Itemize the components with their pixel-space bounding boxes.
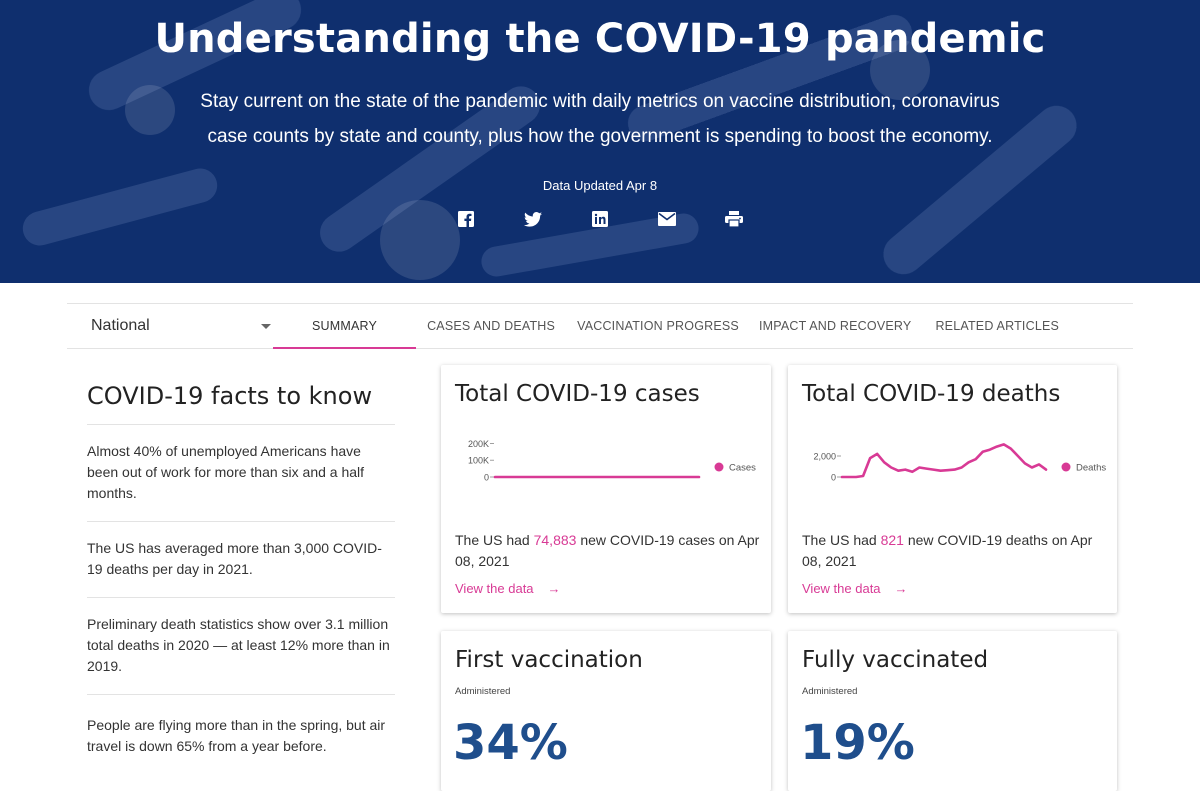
fully-vaccinated-value: 19% [800, 715, 915, 771]
hero-background-image [0, 0, 1200, 283]
deaths-series-line [840, 443, 1048, 479]
fully-vaccinated-title: Fully vaccinated [802, 647, 989, 673]
tab-cases-and-deaths[interactable]: CASES AND DEATHS [427, 319, 556, 333]
deaths-description: The US had 821 new COVID-19 deaths on Ap… [802, 532, 1093, 569]
share-bar [0, 208, 1200, 230]
cases-legend-swatch [714, 462, 724, 472]
cases-ytick-label: 200K [468, 439, 489, 449]
deaths-ytick-label: 2,000 [813, 452, 836, 462]
region-select-value: National [91, 317, 150, 334]
facts-title: COVID-19 facts to know [87, 370, 395, 425]
deaths-legend-swatch [1061, 462, 1071, 472]
fully-vaccinated-label: Administered [802, 686, 858, 697]
cases-new-value: 74,883 [533, 532, 577, 548]
cases-legend-label: Cases [729, 463, 756, 474]
deaths-card: Total COVID-19 deaths 2,000 0 Deaths The U… [788, 365, 1117, 613]
cases-view-data-link[interactable]: View the data → [455, 581, 561, 596]
deaths-new-value: 821 [880, 532, 904, 548]
first-vaccination-card: First vaccination Administered 34% [441, 631, 771, 791]
tab-related-articles[interactable]: RELATED ARTICLES [935, 319, 1060, 333]
deaths-view-data-link[interactable]: View the data → [802, 581, 908, 596]
section-nav: National SUMMARY CASES AND DEATHS VACCIN… [67, 303, 1133, 349]
cases-card-title: Total COVID-19 cases [455, 381, 700, 407]
arrow-right-icon: → [547, 581, 561, 596]
chevron-down-icon [261, 324, 271, 329]
linkedin-icon[interactable] [587, 208, 614, 230]
fact-item: People are flying more than in the sprin… [87, 717, 386, 754]
cases-chart: 200K 100K 0 Cases [468, 439, 756, 483]
first-vaccination-title: First vaccination [455, 647, 643, 673]
first-vaccination-label: Administered [455, 686, 511, 697]
first-vaccination-value: 34% [453, 715, 568, 771]
cases-ytick-label: 0 [484, 473, 489, 483]
print-icon[interactable] [721, 208, 748, 230]
facts-panel: COVID-19 facts to know Almost 40% of une… [87, 370, 395, 774]
tab-impact-and-recovery[interactable]: IMPACT AND RECOVERY [758, 319, 912, 333]
cases-description: The US had 74,883 new COVID-19 cases on … [455, 532, 760, 569]
data-updated-label: Data Updated Apr 8 [542, 178, 658, 193]
fact-item: The US has averaged more than 3,000 COVI… [87, 522, 395, 598]
region-select[interactable]: National [91, 304, 281, 348]
cases-ytick-label: 100K [468, 456, 489, 466]
tab-vaccination-progress[interactable]: VACCINATION PROGRESS [577, 319, 739, 333]
email-icon[interactable] [654, 208, 681, 230]
twitter-icon[interactable] [520, 208, 547, 230]
tab-summary[interactable]: SUMMARY [273, 304, 417, 349]
deaths-chart: 2,000 0 Deaths [813, 443, 1106, 483]
fact-item: Preliminary death statistics show over 3… [87, 598, 395, 695]
deaths-card-title: Total COVID-19 deaths [802, 381, 1061, 407]
deaths-legend-label: Deaths [1076, 463, 1106, 474]
fully-vaccinated-card: Fully vaccinated Administered 19% [788, 631, 1117, 791]
cases-card: Total COVID-19 cases 200K 100K 0 Cases The … [441, 365, 771, 613]
fact-item: Almost 40% of unemployed Americans have … [87, 425, 395, 522]
hero-banner: Understanding the COVID-19 pandemic Stay… [0, 0, 1200, 283]
facebook-icon[interactable] [453, 208, 480, 230]
deaths-ytick-label: 0 [831, 473, 836, 483]
page-title: Understanding the COVID-19 pandemic [154, 16, 1046, 62]
arrow-right-icon: → [894, 581, 908, 596]
page-subtitle: Stay current on the state of the pandemi… [200, 91, 1000, 147]
